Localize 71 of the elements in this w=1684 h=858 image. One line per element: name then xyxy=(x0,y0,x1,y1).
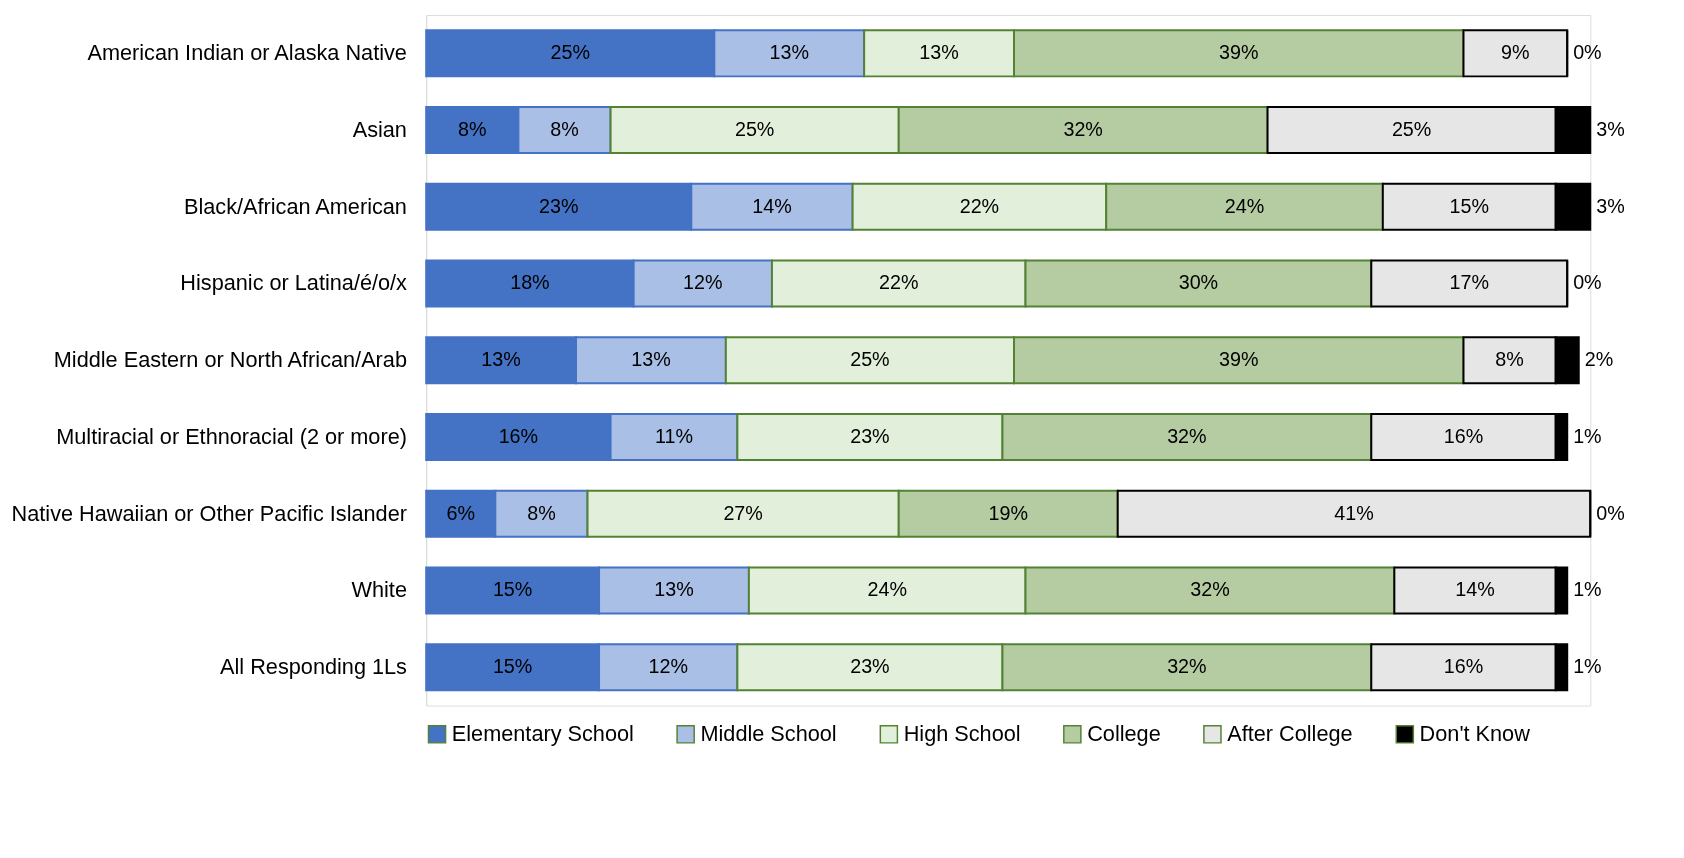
data-label: 8% xyxy=(527,501,556,524)
data-label: 22% xyxy=(879,271,919,294)
data-label: 23% xyxy=(850,655,890,678)
y-tick-label: Hispanic or Latina/é/o/x xyxy=(180,270,408,296)
data-label: 3% xyxy=(1596,194,1625,217)
data-label: 32% xyxy=(1167,655,1207,678)
data-label: 1% xyxy=(1573,655,1602,678)
y-tick-label: Black/African American xyxy=(183,193,407,219)
data-label: 15% xyxy=(492,578,533,601)
data-label: 9% xyxy=(1501,41,1530,64)
data-label: 14% xyxy=(1455,578,1495,601)
data-label: 19% xyxy=(988,501,1028,524)
data-label: 15% xyxy=(1449,194,1489,217)
y-tick-label: Asian xyxy=(352,116,407,142)
y-tick-label: American Indian or Alaska Native xyxy=(87,40,407,66)
data-label: 39% xyxy=(1219,348,1259,371)
data-label: 24% xyxy=(1224,194,1265,217)
data-label: 25% xyxy=(550,41,590,64)
data-label: 23% xyxy=(850,424,890,447)
data-label: 23% xyxy=(538,194,579,217)
bar xyxy=(1462,29,1569,78)
legend-label: Don't Know xyxy=(1419,721,1531,747)
y-tick-label: White xyxy=(351,577,407,603)
data-label: 15% xyxy=(492,655,533,678)
data-label: 13% xyxy=(919,41,959,64)
data-label: 8% xyxy=(458,118,487,141)
data-label: 0% xyxy=(1573,41,1602,64)
data-label: 27% xyxy=(723,501,763,524)
y-tick-label: All Responding 1Ls xyxy=(220,654,408,680)
data-label: 25% xyxy=(1391,118,1432,141)
data-label: 32% xyxy=(1167,424,1207,447)
data-label: 32% xyxy=(1190,578,1230,601)
data-label: 3% xyxy=(1596,118,1625,141)
y-tick-label: Multiracial or Ethnoracial (2 or more) xyxy=(56,423,407,449)
data-label: 32% xyxy=(1063,118,1103,141)
data-label: 39% xyxy=(1219,41,1259,64)
data-label: 0% xyxy=(1573,271,1602,294)
y-tick-label: Middle Eastern or North African/Arab xyxy=(53,347,407,373)
data-label: 13% xyxy=(481,348,521,371)
legend-label: After College xyxy=(1227,721,1353,747)
data-label: 30% xyxy=(1178,271,1219,294)
bar xyxy=(1370,259,1569,308)
data-label: 18% xyxy=(510,271,550,294)
data-label: 11% xyxy=(654,424,693,447)
data-label: 16% xyxy=(498,424,539,447)
data-label: 24% xyxy=(867,578,907,601)
data-label: 1% xyxy=(1573,578,1602,601)
data-label: 41% xyxy=(1334,501,1374,524)
data-label: 6% xyxy=(446,501,476,524)
data-label: 16% xyxy=(1443,424,1484,447)
legend-label: High School xyxy=(903,721,1021,747)
data-label: 14% xyxy=(752,194,792,217)
data-label: 1% xyxy=(1573,424,1602,447)
data-label: 12% xyxy=(683,271,723,294)
legend-label: Middle School xyxy=(700,721,837,747)
data-label: 8% xyxy=(1495,348,1524,371)
data-label: 17% xyxy=(1449,271,1489,294)
legend-label: Elementary School xyxy=(451,721,634,747)
data-label: 8% xyxy=(550,118,579,141)
data-label: 13% xyxy=(769,41,809,64)
legend-label: College xyxy=(1087,721,1161,747)
data-label: 13% xyxy=(654,578,694,601)
data-label: 2% xyxy=(1584,348,1614,371)
data-label: 0% xyxy=(1596,501,1625,524)
y-tick-label: Native Hawaiian or Other Pacific Islander xyxy=(11,500,407,526)
data-label: 25% xyxy=(850,348,890,371)
data-label: 22% xyxy=(959,194,1000,217)
data-label: 25% xyxy=(734,118,775,141)
data-label: 13% xyxy=(631,348,671,371)
data-label: 16% xyxy=(1443,655,1484,678)
data-label: 12% xyxy=(648,655,688,678)
